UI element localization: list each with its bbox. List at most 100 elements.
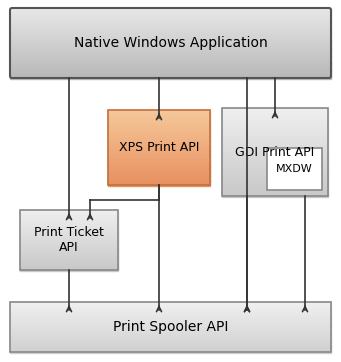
Bar <box>108 155 210 157</box>
Bar <box>10 42 331 43</box>
Bar <box>108 121 210 123</box>
Bar <box>10 15 331 16</box>
Bar <box>222 193 328 195</box>
Bar <box>10 51 331 52</box>
Bar <box>10 322 331 323</box>
Bar <box>10 345 331 347</box>
Bar <box>10 337 331 338</box>
Bar <box>222 170 328 172</box>
Bar <box>10 37 331 38</box>
Bar <box>10 69 331 71</box>
Bar <box>108 157 210 159</box>
Bar <box>10 324 331 325</box>
Bar <box>10 334 331 336</box>
Bar <box>222 146 328 148</box>
Bar <box>20 253 118 254</box>
Bar <box>222 143 328 145</box>
Bar <box>10 305 331 307</box>
Bar <box>222 176 328 177</box>
Bar <box>222 139 328 141</box>
Bar <box>10 303 331 304</box>
Bar <box>108 144 210 146</box>
Bar <box>10 349 331 350</box>
Bar <box>10 326 331 328</box>
Bar <box>10 320 331 322</box>
FancyBboxPatch shape <box>267 148 322 190</box>
Bar <box>10 345 331 346</box>
Bar <box>20 247 118 248</box>
Bar <box>10 31 331 33</box>
Bar <box>222 140 328 142</box>
Bar <box>20 254 118 256</box>
Bar <box>222 159 328 161</box>
Bar <box>20 228 118 230</box>
Bar <box>108 116 210 118</box>
Bar <box>10 22 331 24</box>
Bar <box>222 190 328 192</box>
Bar <box>10 65 331 66</box>
Bar <box>10 324 331 326</box>
Bar <box>222 129 328 130</box>
Bar <box>222 127 328 129</box>
Bar <box>10 57 331 58</box>
Bar <box>10 321 331 323</box>
Bar <box>10 10 331 12</box>
Bar <box>108 138 210 139</box>
Bar <box>20 264 118 265</box>
Bar <box>10 315 331 317</box>
Bar <box>108 120 210 122</box>
Bar <box>108 154 210 156</box>
Bar <box>222 155 328 157</box>
Bar <box>108 136 210 138</box>
Bar <box>20 241 118 243</box>
Bar <box>222 108 328 110</box>
Bar <box>222 114 328 116</box>
Bar <box>20 229 118 231</box>
Text: Print Spooler API: Print Spooler API <box>113 320 228 334</box>
Bar <box>20 224 118 226</box>
Bar <box>108 118 210 119</box>
Bar <box>10 27 331 29</box>
Bar <box>20 248 118 249</box>
Bar <box>20 260 118 261</box>
Bar <box>222 126 328 127</box>
Bar <box>108 140 210 142</box>
Bar <box>10 34 331 35</box>
Bar <box>10 55 331 56</box>
Bar <box>10 315 331 316</box>
Bar <box>20 261 118 262</box>
Bar <box>10 46 331 47</box>
Bar <box>222 120 328 122</box>
Text: Native Windows Application: Native Windows Application <box>74 36 267 50</box>
Bar <box>10 332 331 333</box>
Bar <box>20 210 118 211</box>
Bar <box>20 219 118 220</box>
Bar <box>222 171 328 173</box>
Bar <box>108 126 210 128</box>
Bar <box>222 165 328 167</box>
Bar <box>222 174 328 176</box>
Bar <box>108 151 210 153</box>
Bar <box>10 36 331 37</box>
Bar <box>10 70 331 72</box>
Bar <box>108 149 210 151</box>
Bar <box>20 238 118 240</box>
Bar <box>20 251 118 253</box>
Bar <box>108 169 210 171</box>
Bar <box>20 239 118 240</box>
Bar <box>20 226 118 227</box>
Bar <box>20 232 118 233</box>
Bar <box>20 237 118 239</box>
Bar <box>108 170 210 172</box>
Bar <box>222 149 328 151</box>
Bar <box>10 12 331 13</box>
Bar <box>222 148 328 150</box>
Bar <box>10 63 331 64</box>
Bar <box>10 13 331 14</box>
Bar <box>10 312 331 313</box>
Bar <box>10 306 331 307</box>
Bar <box>10 338 331 339</box>
Bar <box>108 135 210 137</box>
Bar <box>222 152 328 154</box>
Bar <box>20 218 118 219</box>
